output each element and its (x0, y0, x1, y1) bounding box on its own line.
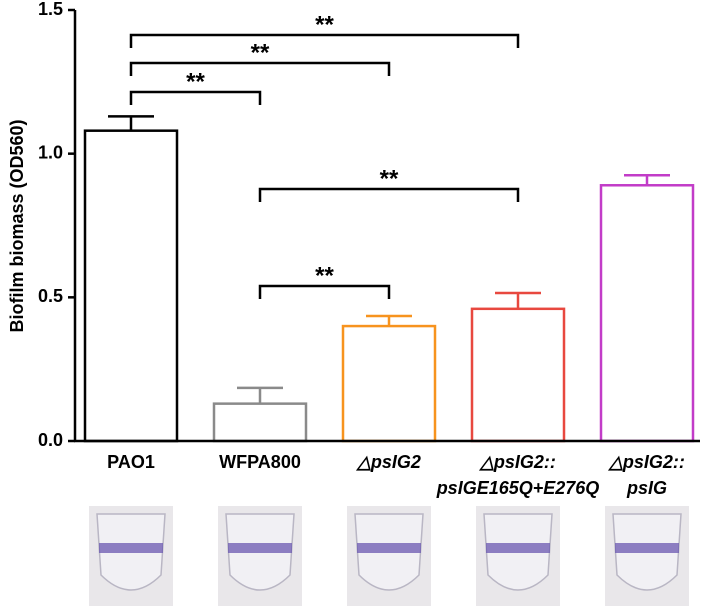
bar (341, 324, 437, 443)
bar (599, 184, 695, 443)
y-tick-label: 1.0 (38, 142, 63, 162)
significance-label: ** (380, 165, 399, 192)
x-tick-label: PAO1 (107, 452, 155, 472)
y-axis-label: Biofilm biomass (OD560) (7, 119, 27, 332)
stain-band (99, 543, 163, 553)
y-tick-label: 0.0 (38, 430, 63, 450)
stain-band (615, 543, 679, 553)
x-tick-label: psIGE165Q+E276Q (436, 478, 600, 498)
bar (470, 307, 566, 443)
significance-bracket (129, 61, 391, 76)
stain-band (228, 543, 292, 553)
significance-label: ** (251, 39, 270, 66)
x-tick-label: △psIG2 (355, 452, 421, 472)
x-tick-label: △psIG2:: (478, 452, 556, 472)
significance-label: ** (315, 262, 334, 289)
y-tick-label: 1.5 (38, 0, 63, 19)
stain-band (357, 543, 421, 553)
stain-band (486, 543, 550, 553)
x-tick-label: △psIG2:: (607, 452, 685, 472)
significance-label: ** (186, 68, 205, 95)
bar (83, 129, 179, 443)
y-tick-label: 0.5 (38, 286, 63, 306)
significance-bracket (258, 187, 520, 202)
x-tick-label: psIG (626, 478, 667, 498)
significance-label: ** (315, 11, 334, 38)
significance-bracket (129, 33, 520, 48)
x-tick-label: WFPA800 (219, 452, 301, 472)
significance-bracket (129, 90, 262, 105)
significance-bracket (258, 284, 391, 299)
bar (212, 402, 308, 443)
